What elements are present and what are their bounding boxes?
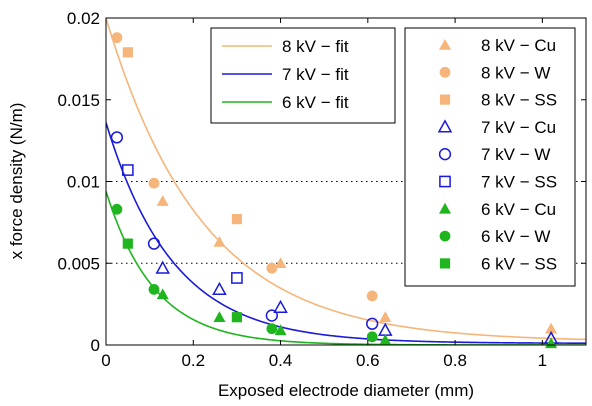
data-point-6-kv-ss: [231, 312, 243, 323]
data-point-8-kv-w: [366, 290, 378, 302]
legend-marker-6-kv-w: [439, 230, 451, 242]
legend-label-7-kv-ss: 7 kV − SS: [481, 173, 557, 192]
axes: 0 0.2 0.4 0.6 0.8 1 0 0.005 0.01 0.015 0.02: [57, 9, 587, 370]
legend-marker-6-kv-ss: [439, 258, 451, 269]
data-point-8-kv-w: [148, 177, 160, 189]
data-point-8-kv-w: [266, 262, 278, 274]
data-point-7-kv-w: [110, 131, 124, 144]
y-tick-label: 0.015: [57, 91, 100, 110]
data-point-7-kv-w: [366, 317, 379, 330]
data-point-7-kv-cu: [212, 281, 227, 295]
y-tick-label: 0.02: [67, 9, 100, 28]
legend-label-6-kv-cu: 6 kV − Cu: [481, 200, 556, 219]
legend-marker-6-kv-cu: [439, 202, 451, 214]
data-point-6-kv-w: [148, 284, 160, 295]
x-tick-label: 0.2: [181, 351, 205, 370]
data-point-8-kv-cu: [156, 195, 169, 206]
series-legend-box: [404, 27, 576, 287]
legend-label-8-kv-cu: 8 kV − Cu: [481, 36, 556, 55]
data-point-6-kv-w: [266, 323, 278, 335]
legend-label-8-kv-w: 8 kV − W: [481, 63, 550, 82]
legend-label-7-kv-fit: 7 kV − fit: [282, 65, 349, 84]
legend-label-7-kv-w: 7 kV − W: [481, 145, 550, 164]
fit-legend: 8 kV − fit 7 kV − fit 6 kV − fit: [210, 27, 396, 124]
data-point-6-kv-cu: [156, 288, 169, 300]
legend-label-8-kv-fit: 8 kV − fit: [282, 37, 349, 56]
data-point-8-kv-cu: [379, 311, 392, 323]
x-tick-label: 0.8: [443, 351, 467, 370]
y-tick-label: 0.01: [67, 173, 100, 192]
x-axis-label: Exposed electrode diameter (mm): [218, 381, 474, 400]
data-point-8-kv-w: [111, 32, 123, 44]
data-point-7-kv-ss: [231, 272, 243, 284]
y-tick-label: 0.005: [57, 254, 100, 273]
legend-label-6-kv-w: 6 kV − W: [481, 227, 550, 246]
data-point-8-kv-ss: [122, 47, 133, 58]
data-point-8-kv-cu: [213, 235, 226, 247]
legend-marker-7-kv-cu: [437, 119, 453, 133]
data-point-6-kv-cu: [379, 334, 392, 345]
data-point-8-kv-ss: [231, 214, 243, 225]
legend-label-6-kv-fit: 6 kV − fit: [282, 93, 349, 112]
data-point-6-kv-w: [111, 203, 123, 215]
data-point-8-kv-cu: [274, 257, 287, 269]
fit-curve-8-kv-fit: [106, 18, 586, 341]
data-point-6-kv-cu: [213, 311, 226, 323]
y-tick-label: 0: [91, 336, 100, 355]
data-point-7-kv-cu: [155, 260, 171, 274]
y-axis-label: x force density (N/m): [7, 103, 26, 260]
series-legend: 8 kV − Cu 8 kV − W 8 kV − SS 7 kV − Cu 7 kV …: [404, 27, 576, 287]
data-point-6-kv-ss: [122, 238, 133, 249]
data-point-7-kv-cu: [273, 299, 288, 313]
x-tick-label: 0.4: [269, 351, 293, 370]
legend-label-8-kv-ss: 8 kV − SS: [481, 91, 557, 110]
fit-legend-box: [210, 27, 396, 124]
legend-marker-8-kv-ss: [439, 94, 451, 105]
x-tick-label: 1: [538, 351, 547, 370]
data-point-6-kv-w: [366, 331, 378, 343]
legend-marker-8-kv-cu: [439, 39, 451, 50]
data-point-7-kv-ss: [121, 164, 134, 176]
x-tick-label: 0: [101, 351, 110, 370]
legend-marker-7-kv-ss: [439, 175, 451, 188]
data-point-7-kv-w: [265, 309, 278, 322]
legend-label-7-kv-cu: 7 kV − Cu: [481, 118, 556, 137]
data-point-8-kv-cu: [545, 322, 558, 334]
legend-marker-7-kv-w: [438, 148, 452, 161]
data-point-6-kv-cu: [274, 324, 287, 336]
data-point-7-kv-w: [147, 237, 161, 250]
fit-curve-7-kv-fit: [106, 122, 586, 344]
x-tick-label: 0.6: [356, 351, 380, 370]
legend-marker-8-kv-w: [439, 66, 451, 78]
legend-label-6-kv-ss: 6 kV − SS: [481, 254, 557, 273]
